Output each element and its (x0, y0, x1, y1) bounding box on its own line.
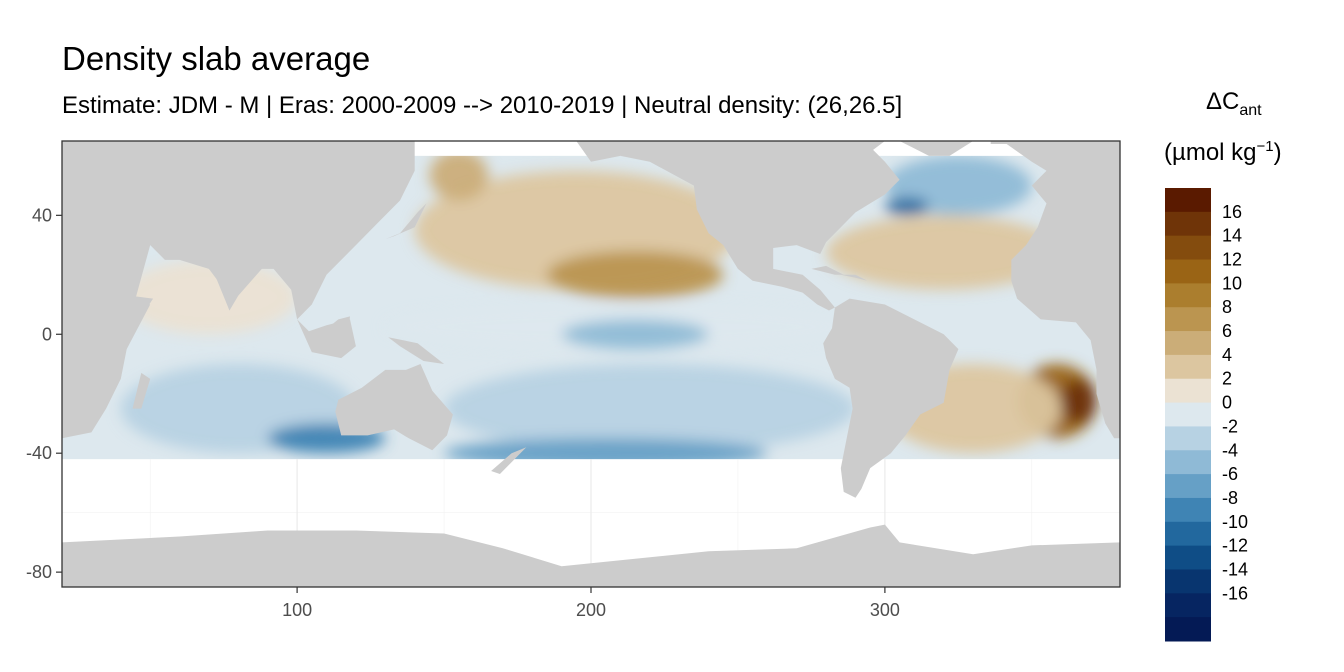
field-patch (561, 319, 709, 350)
legend-label: 16 (1222, 202, 1242, 222)
legend-label: 12 (1222, 250, 1242, 270)
field-patch (884, 197, 929, 216)
legend-swatch (1165, 545, 1211, 570)
north-america (576, 141, 900, 311)
chart-subtitle: Estimate: JDM - M | Eras: 2000-2009 --> … (62, 92, 903, 119)
legend-swatch (1165, 354, 1211, 380)
legend-label: -4 (1222, 440, 1238, 460)
legend-label: -8 (1222, 488, 1238, 508)
legend-label: -14 (1222, 559, 1248, 579)
legend-label: 6 (1222, 321, 1232, 341)
y-tick-label: 40 (32, 205, 52, 225)
legend-swatch (1165, 402, 1211, 427)
legend-label: -6 (1222, 464, 1238, 484)
legend-swatch (1165, 521, 1211, 547)
field-patches (120, 149, 1097, 469)
legend-label: -2 (1222, 416, 1238, 436)
y-tick-label: -80 (26, 562, 52, 582)
field-patch (826, 215, 1062, 290)
field-patch (444, 364, 856, 454)
legend-label: -12 (1222, 536, 1248, 556)
legend-swatch (1165, 211, 1211, 237)
land-mask (62, 141, 1120, 587)
new-guinea-land (388, 337, 445, 364)
legend-label: 0 (1222, 393, 1232, 413)
cuba-land (811, 265, 844, 275)
plot-panel (61, 140, 1121, 588)
legend-swatch (1165, 569, 1211, 594)
legend-title: ΔCant (1206, 88, 1262, 120)
legend-unit: (µmol kg−1) (1164, 138, 1282, 167)
legend-unit-sup: −1 (1256, 138, 1274, 155)
arabia-horn (62, 239, 154, 439)
field-patch (120, 259, 298, 335)
legend-swatch (1165, 450, 1211, 475)
legend-swatch (1165, 188, 1211, 213)
x-tick-label: 100 (282, 600, 312, 620)
legend-label: -16 (1222, 583, 1248, 603)
x-tick-label: 300 (870, 600, 900, 620)
madagascar-land (132, 372, 151, 409)
nz-land (491, 447, 527, 474)
antarctica-land (62, 524, 1120, 587)
legend-swatch (1165, 426, 1211, 451)
legend-unit-prefix: (µmol kg (1164, 139, 1257, 166)
field-patch (1061, 378, 1097, 424)
australia-land (335, 364, 453, 451)
legend-swatch (1165, 307, 1211, 332)
legend-unit-suffix: ) (1273, 139, 1282, 166)
europe-africa-east (1002, 141, 1120, 439)
x-tick-label: 200 (576, 600, 606, 620)
legend-swatch (1165, 378, 1211, 404)
south-america (823, 298, 959, 498)
legend-colorbar: 16 14 12 10 8 6 4 2 0 -2 -4 -6 -8 -10 -12 -14 -16 (1165, 188, 1248, 642)
chart-title: Density slab average (62, 40, 371, 77)
legend-swatch (1165, 617, 1211, 642)
legend-swatch (1165, 235, 1211, 261)
legend-swatch (1165, 259, 1211, 284)
legend-label: 8 (1222, 297, 1232, 317)
y-tick-label: -40 (26, 443, 52, 463)
caribbean-land (840, 274, 868, 281)
x-axis: 100 200 300 (282, 587, 900, 620)
legend-swatch (1165, 331, 1211, 356)
legend-label: 10 (1222, 273, 1242, 293)
legend-label: 4 (1222, 345, 1232, 365)
legend-swatch (1165, 283, 1211, 308)
legend-swatch (1165, 474, 1211, 499)
y-tick-label: 0 (42, 324, 52, 344)
greenland-land (899, 141, 974, 156)
iceland-land (990, 141, 1013, 144)
field-patch (429, 149, 489, 201)
legend-label: -10 (1222, 512, 1248, 532)
legend-swatch (1165, 497, 1211, 523)
legend-label: 2 (1222, 369, 1232, 389)
legend-label: 14 (1222, 226, 1242, 246)
field-patch (546, 251, 724, 299)
india-land (203, 259, 262, 311)
borneo-land (323, 316, 350, 344)
y-axis: 40 0 -40 -80 (26, 205, 62, 582)
legend-swatch (1165, 593, 1211, 618)
legend-title-sub: ant (1239, 101, 1262, 119)
legend-title-main: ΔC (1206, 88, 1240, 115)
